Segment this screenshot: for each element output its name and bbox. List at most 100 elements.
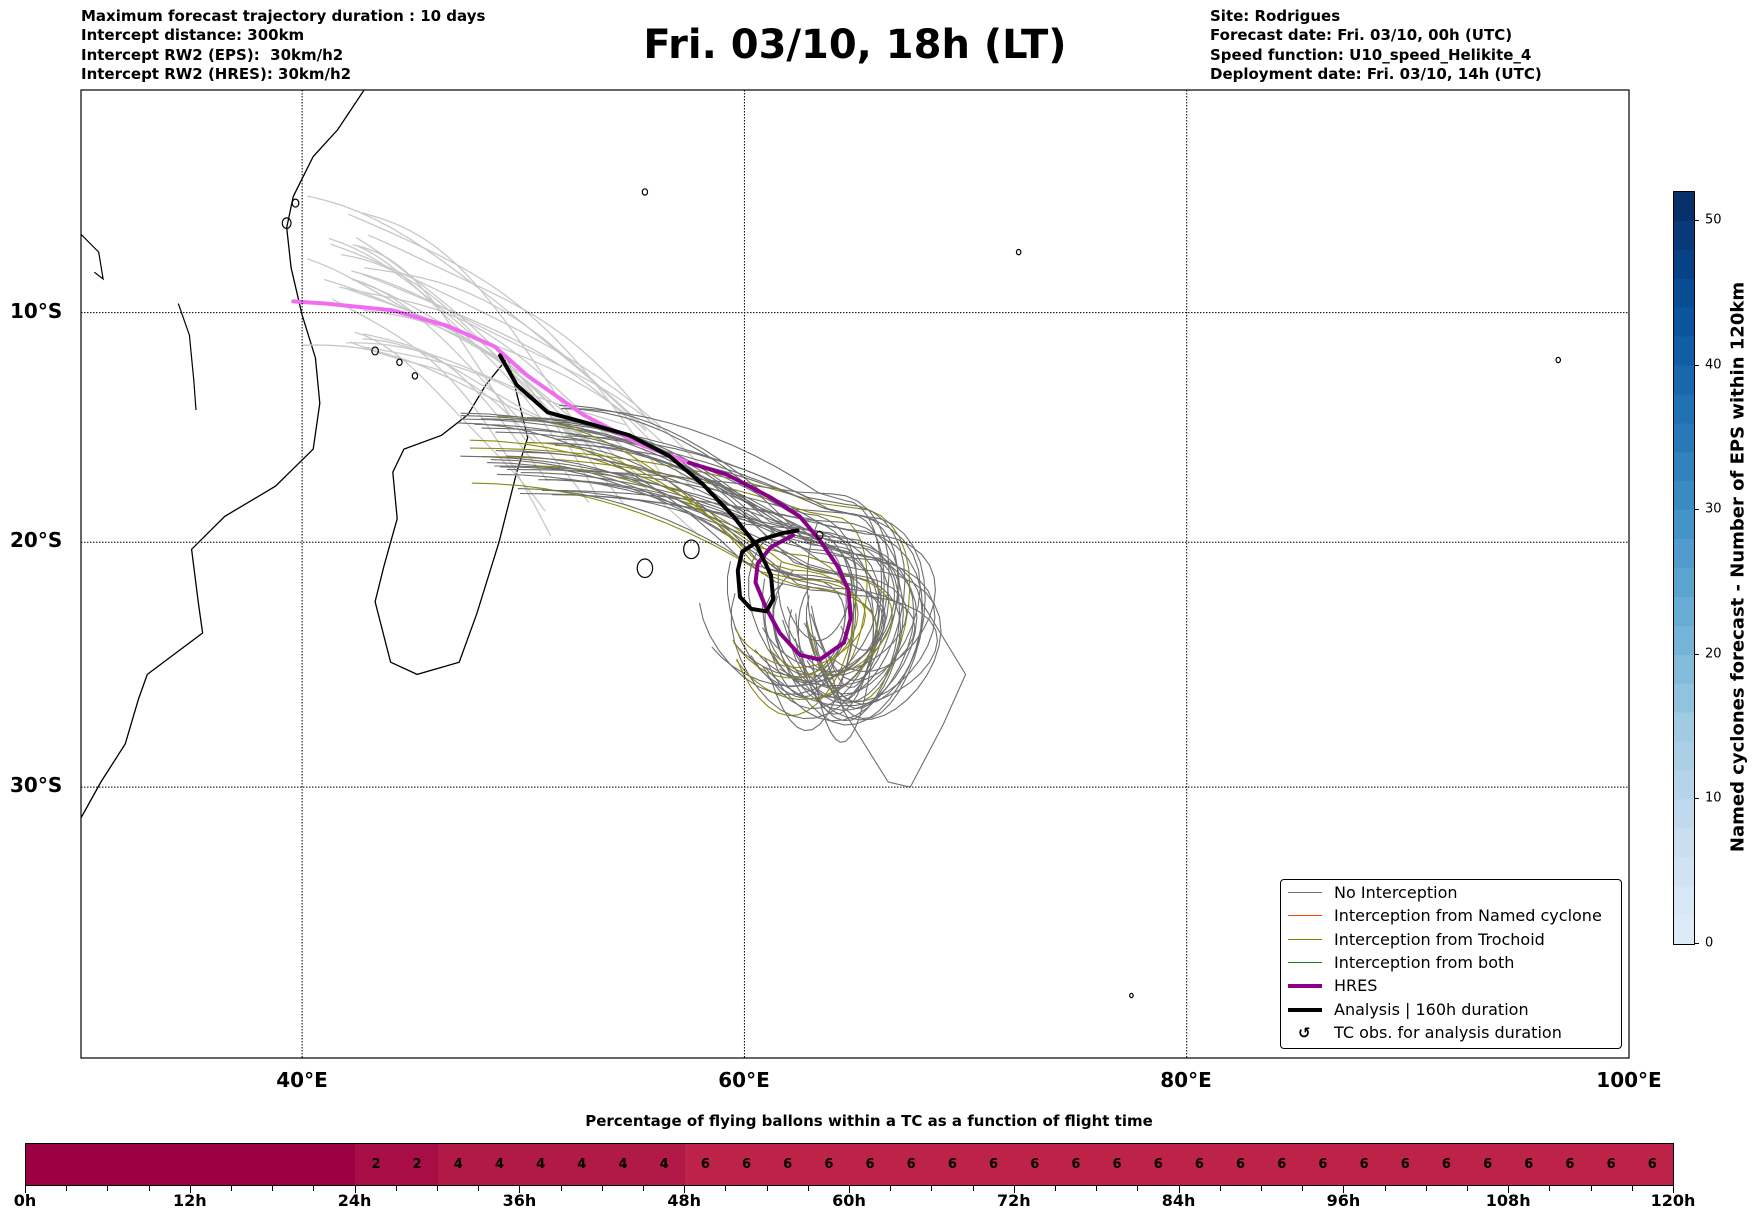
eps-trajectory bbox=[538, 479, 880, 696]
bar-tick bbox=[1302, 1186, 1304, 1191]
percentage-cell: 4 bbox=[437, 1144, 479, 1185]
percentage-cell: 6 bbox=[1384, 1144, 1426, 1185]
lon-tick-label: 80°E bbox=[1160, 1068, 1212, 1092]
eps-trajectory bbox=[562, 407, 883, 701]
eps-trajectory bbox=[357, 245, 555, 438]
percentage-cell bbox=[26, 1144, 68, 1185]
lat-tick-label: 10°S bbox=[10, 299, 63, 323]
bar-tick bbox=[1096, 1186, 1098, 1191]
bar-tick bbox=[1467, 1186, 1468, 1191]
bar-tick-label: 36h bbox=[502, 1191, 537, 1210]
eps-trajectory bbox=[367, 234, 650, 422]
bar-tick bbox=[807, 1186, 809, 1191]
eps-trajectory-trochoid bbox=[533, 465, 854, 717]
lon-tick-label: 100°E bbox=[1596, 1068, 1662, 1092]
lat-tick-label: 20°S bbox=[10, 528, 63, 552]
bar-tick-label: 72h bbox=[996, 1191, 1031, 1210]
eps-trajectory bbox=[555, 438, 908, 672]
eps-trajectory bbox=[560, 408, 918, 711]
bar-title: Percentage of flying ballons within a TC… bbox=[585, 1112, 1153, 1130]
bar-tick bbox=[25, 1186, 26, 1193]
header-left-line: Maximum forecast trajectory duration : 1… bbox=[81, 7, 486, 25]
eps-trajectory bbox=[517, 488, 877, 682]
percentage-cell: 6 bbox=[972, 1144, 1015, 1185]
island bbox=[396, 358, 403, 367]
bar-tick bbox=[1508, 1186, 1510, 1193]
eps-trajectory bbox=[351, 270, 661, 430]
eps-trajectory bbox=[332, 298, 552, 537]
percentage-cell: 6 bbox=[725, 1144, 768, 1185]
island bbox=[1555, 356, 1562, 364]
bar-tick bbox=[1178, 1186, 1180, 1193]
bar-tick-label: 84h bbox=[1161, 1191, 1196, 1210]
bar-tick bbox=[1549, 1186, 1551, 1191]
eps-trajectory bbox=[307, 195, 647, 432]
eps-trajectory bbox=[542, 489, 902, 704]
colorbar-tick bbox=[1694, 798, 1699, 800]
eps-trajectory bbox=[362, 273, 696, 492]
bar-tick bbox=[1384, 1186, 1386, 1191]
bar-tick bbox=[1261, 1186, 1262, 1191]
percentage-cell: 6 bbox=[1178, 1144, 1220, 1185]
percentage-cell bbox=[67, 1144, 109, 1185]
percentage-cell: 6 bbox=[849, 1144, 891, 1185]
percentage-cell: 6 bbox=[890, 1144, 932, 1185]
bar-tick bbox=[1343, 1186, 1345, 1193]
percentage-cell: 6 bbox=[767, 1144, 809, 1185]
header-right-line: Forecast date: Fri. 03/10, 00h (UTC) bbox=[1210, 26, 1513, 44]
percentage-cell bbox=[149, 1144, 191, 1185]
bar-tick bbox=[107, 1186, 109, 1191]
percentage-cell: 6 bbox=[1137, 1144, 1179, 1185]
header-right-line: Speed function: U10_speed_Helikite_4 bbox=[1210, 46, 1532, 64]
colorbar-tick-label: 10 bbox=[1705, 790, 1722, 806]
bar-tick bbox=[601, 1186, 603, 1191]
eps-trajectory bbox=[354, 331, 546, 512]
eps-trajectory bbox=[495, 431, 923, 705]
percentage-cell: 6 bbox=[1425, 1144, 1468, 1185]
legend-label: HRES bbox=[1334, 976, 1378, 995]
bar-tick bbox=[972, 1186, 974, 1191]
island bbox=[641, 188, 649, 196]
bar-tick bbox=[354, 1186, 356, 1193]
bar-tick bbox=[560, 1186, 562, 1191]
percentage-cell bbox=[231, 1144, 274, 1185]
bar-tick-label: 60h bbox=[832, 1191, 866, 1210]
percentage-cell: 4 bbox=[643, 1144, 685, 1185]
bar-tick bbox=[66, 1186, 68, 1191]
island bbox=[281, 217, 292, 230]
bar-tick bbox=[189, 1186, 191, 1193]
map-frame bbox=[80, 89, 1630, 1059]
colorbar-tick bbox=[1694, 219, 1699, 221]
bar-tick bbox=[478, 1186, 480, 1191]
legend-label: Interception from both bbox=[1334, 953, 1515, 972]
percentage-cell: 6 bbox=[1261, 1144, 1303, 1185]
lon-tick-label: 40°E bbox=[276, 1068, 328, 1092]
percentage-cell bbox=[190, 1144, 232, 1185]
bar-tick-label: 108h bbox=[1485, 1191, 1531, 1210]
percentage-cell: 6 bbox=[1055, 1144, 1097, 1185]
percentage-cell: 6 bbox=[1549, 1144, 1591, 1185]
percentage-cell: 4 bbox=[561, 1144, 603, 1185]
series-hres bbox=[687, 460, 853, 662]
bar-tick-label: 96h bbox=[1326, 1191, 1361, 1210]
percentage-cell: 6 bbox=[1014, 1144, 1056, 1185]
bar-tick-label: 12h bbox=[172, 1191, 207, 1210]
bar-tick bbox=[931, 1186, 933, 1191]
series-analysis bbox=[498, 353, 800, 614]
eps-trajectory bbox=[506, 455, 938, 707]
bar-tick bbox=[1055, 1186, 1056, 1191]
bar-tick-label: 48h bbox=[667, 1191, 702, 1210]
bar-tick bbox=[148, 1186, 150, 1191]
eps-trajectory bbox=[328, 237, 597, 456]
colorbar-tick bbox=[1694, 653, 1699, 655]
island bbox=[1129, 992, 1134, 999]
eps-trajectory bbox=[506, 468, 890, 690]
header-left-line: Intercept RW2 (HRES): 30km/h2 bbox=[81, 65, 352, 83]
percentage-cell: 4 bbox=[602, 1144, 644, 1185]
bar-tick bbox=[890, 1186, 892, 1191]
legend-label: No Interception bbox=[1334, 883, 1458, 902]
colorbar bbox=[1673, 191, 1695, 945]
island bbox=[815, 530, 824, 540]
chart-title: Fri. 03/10, 18h (LT) bbox=[643, 22, 1067, 68]
bar-tick bbox=[1590, 1186, 1592, 1191]
